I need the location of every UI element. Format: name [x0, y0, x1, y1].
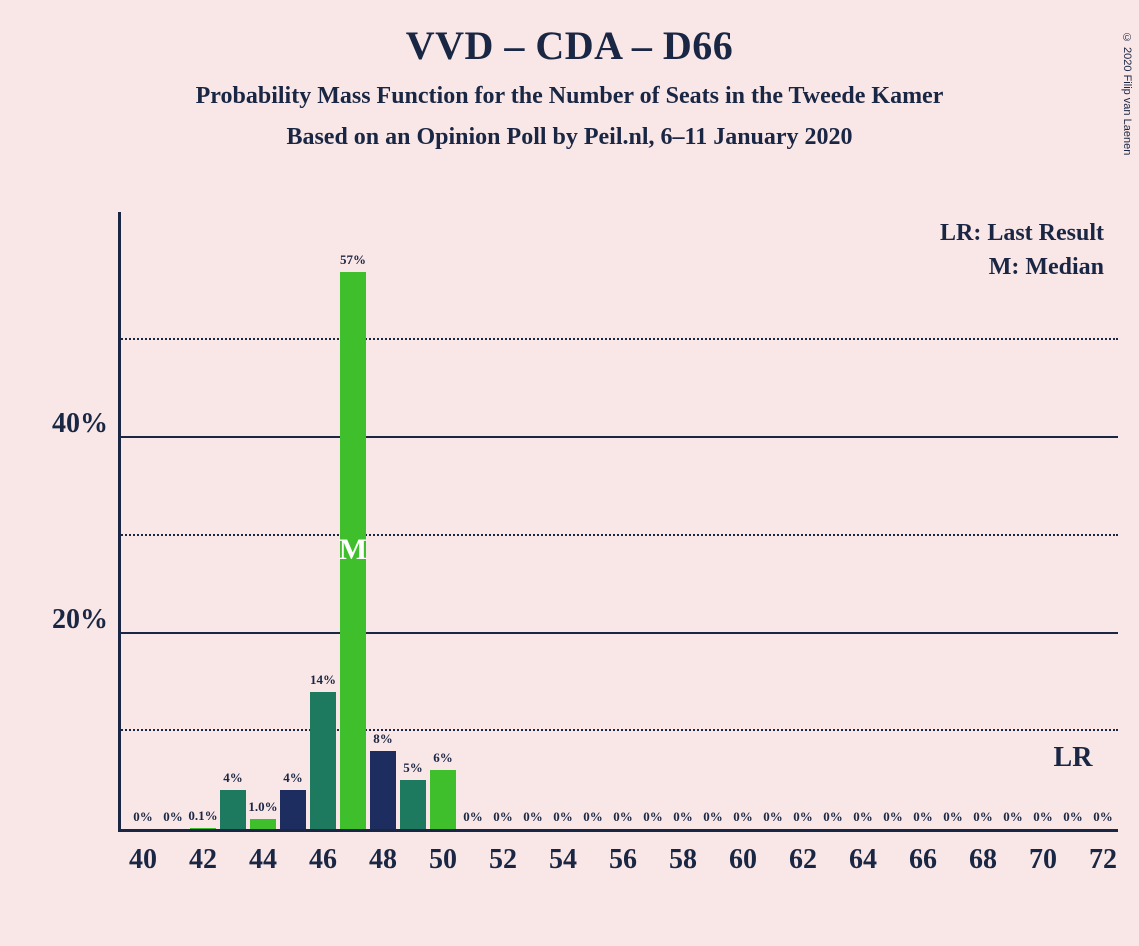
chart-container: LR: Last Result M: Median 20% 40% 40 42 44 46…: [38, 202, 1118, 902]
x-axis-line: [118, 829, 1118, 832]
bar: [400, 780, 426, 829]
bar-value-label: 0%: [973, 809, 993, 825]
bar-value-label: 0%: [883, 809, 903, 825]
x-axis-tick-label: 48: [369, 844, 397, 876]
x-axis-tick-label: 64: [849, 844, 877, 876]
bar-value-label: 57%: [340, 252, 366, 268]
x-axis-tick-label: 58: [669, 844, 697, 876]
gridline-minor: [118, 729, 1118, 731]
bar-value-label: 0%: [913, 809, 933, 825]
subtitle-2: Based on an Opinion Poll by Peil.nl, 6–1…: [0, 124, 1139, 151]
bar-value-label: 0%: [733, 809, 753, 825]
legend-lr: LR: Last Result: [940, 220, 1104, 247]
bar-value-label: 0%: [823, 809, 843, 825]
x-axis-tick-label: 56: [609, 844, 637, 876]
bar-value-label: 0%: [643, 809, 663, 825]
subtitle-1: Probability Mass Function for the Number…: [0, 83, 1139, 110]
bar-value-label: 0%: [763, 809, 783, 825]
x-axis-tick-label: 62: [789, 844, 817, 876]
bar-value-label: 0%: [793, 809, 813, 825]
bar-value-label: 0%: [1063, 809, 1083, 825]
bar: [250, 819, 276, 829]
bar-value-label: 5%: [403, 760, 423, 776]
bar: [430, 770, 456, 829]
bar-value-label: 0.1%: [188, 808, 217, 824]
bar-value-label: 0%: [463, 809, 483, 825]
gridline-minor: [118, 338, 1118, 340]
gridline-major: [118, 632, 1118, 634]
bar-value-label: 6%: [433, 750, 453, 766]
y-axis-tick-label: 40%: [52, 408, 108, 440]
bar: [310, 692, 336, 829]
bar: [220, 790, 246, 829]
bar-value-label: 0%: [673, 809, 693, 825]
lr-label: LR: [1054, 742, 1093, 774]
bar-value-label: 4%: [223, 770, 243, 786]
bar-value-label: 0%: [493, 809, 513, 825]
x-axis-tick-label: 42: [189, 844, 217, 876]
bar-value-label: 1.0%: [248, 799, 277, 815]
bar-value-label: 0%: [703, 809, 723, 825]
bar: [280, 790, 306, 829]
bar-value-label: 0%: [1033, 809, 1053, 825]
copyright-text: © 2020 Filip van Laenen: [1121, 32, 1133, 155]
x-axis-tick-label: 50: [429, 844, 457, 876]
bar-value-label: 0%: [1093, 809, 1113, 825]
bar-value-label: 4%: [283, 770, 303, 786]
bar-value-label: 0%: [613, 809, 633, 825]
bar-value-label: 8%: [373, 731, 393, 747]
bar-value-label: 0%: [163, 809, 183, 825]
bar-value-label: 14%: [310, 672, 336, 688]
page-title: VVD – CDA – D66: [0, 22, 1139, 69]
bar: [340, 272, 366, 829]
chart-plot-area: LR: Last Result M: Median 20%40%40424446…: [118, 212, 1118, 832]
bar-value-label: 0%: [583, 809, 603, 825]
bar-value-label: 0%: [523, 809, 543, 825]
bar: [190, 828, 216, 829]
x-axis-tick-label: 40: [129, 844, 157, 876]
gridline-minor: [118, 534, 1118, 536]
x-axis-tick-label: 70: [1029, 844, 1057, 876]
bar-value-label: 0%: [553, 809, 573, 825]
gridline-major: [118, 436, 1118, 438]
x-axis-tick-label: 52: [489, 844, 517, 876]
x-axis-tick-label: 54: [549, 844, 577, 876]
x-axis-tick-label: 68: [969, 844, 997, 876]
bar-value-label: 0%: [133, 809, 153, 825]
x-axis-tick-label: 46: [309, 844, 337, 876]
x-axis-tick-label: 60: [729, 844, 757, 876]
bar: [370, 751, 396, 829]
bar-value-label: 0%: [853, 809, 873, 825]
y-axis-line: [118, 212, 121, 832]
x-axis-tick-label: 44: [249, 844, 277, 876]
legend-m: M: Median: [989, 254, 1104, 281]
bar-value-label: 0%: [943, 809, 963, 825]
x-axis-tick-label: 72: [1089, 844, 1117, 876]
bar-value-label: 0%: [1003, 809, 1023, 825]
y-axis-tick-label: 20%: [52, 604, 108, 636]
x-axis-tick-label: 66: [909, 844, 937, 876]
